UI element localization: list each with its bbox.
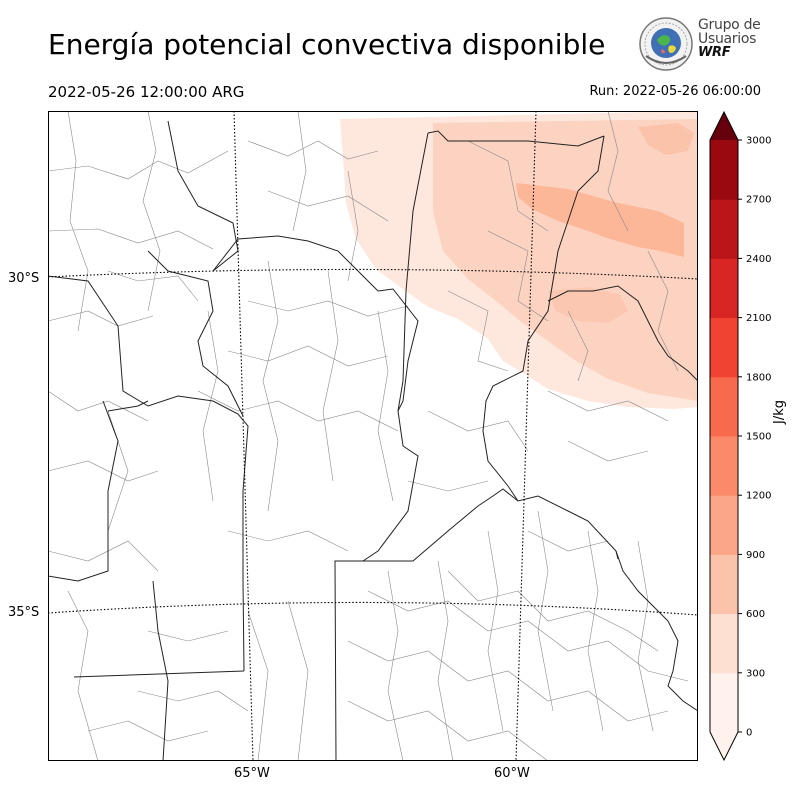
- run-time: Run: 2022-05-26 06:00:00: [589, 84, 761, 99]
- colorbar-segment: [710, 317, 738, 378]
- lat-label-30s: 30°S: [8, 271, 40, 286]
- province-boundaries: [48, 120, 698, 761]
- logo-text: Grupo de Usuarios WRF: [698, 17, 761, 60]
- coastline: [615, 550, 698, 712]
- cape-level-300-600: [433, 119, 698, 401]
- colorbar-segment: [710, 672, 738, 733]
- colorbar-segment: [710, 376, 738, 437]
- colorbar-outline: [709, 110, 739, 762]
- lon-label-65w: 65°W: [234, 766, 270, 781]
- cape-level-600-900: [516, 183, 684, 257]
- colorbar-tick-label: 300: [746, 668, 765, 679]
- colorbar-tick-label: 1500: [746, 432, 771, 443]
- valid-time: 2022-05-26 12:00:00 ARG: [48, 83, 245, 101]
- colorbar-tick-label: 2100: [746, 313, 771, 324]
- cape-shading: [340, 111, 698, 409]
- logo-line-1: Grupo de: [698, 17, 761, 33]
- colorbar-segment: [710, 199, 738, 259]
- colorbar-tick-label: 1800: [746, 372, 771, 383]
- colorbar-segments: [710, 112, 738, 760]
- logo-line-2: Usuarios: [698, 31, 757, 47]
- grupo-usuarios-wrf-logo: Grupo de Usuarios WRF: [638, 16, 763, 72]
- colorbar-tick-label: 0: [746, 728, 752, 739]
- colorbar-segment: [710, 436, 738, 496]
- colorbar-segment: [710, 613, 738, 674]
- colorbar-tick-label: 2400: [746, 254, 771, 265]
- map-frame: [48, 111, 698, 761]
- colorbar-tick-label: 900: [746, 550, 765, 561]
- colorbar-tick-label: 600: [746, 609, 765, 620]
- cape-map: [48, 111, 698, 761]
- map-boundaries: [48, 111, 698, 761]
- colorbar-segment: [710, 495, 738, 555]
- lat-label-35s: 35°S: [8, 605, 40, 620]
- colorbar-segment: [710, 258, 738, 319]
- colorbar: 0 300 600 900 1200 1500 1800 2100 2400 2700 3000: [709, 110, 771, 762]
- cape-level-600-900-b: [638, 123, 694, 155]
- globe-seal-icon: [639, 17, 693, 71]
- colorbar-ticks: 0 300 600 900 1200 1500 1800 2100 2400 2700 3000: [738, 136, 771, 739]
- colorbar-under-triangle: [710, 732, 738, 760]
- department-boundaries: [48, 111, 689, 761]
- colorbar-unit-label: J/kg: [772, 400, 787, 424]
- cape-level-300-600-b: [548, 287, 628, 323]
- colorbar-segment: [710, 140, 738, 200]
- colorbar-tick-label: 2700: [746, 195, 771, 206]
- colorbar-over-triangle: [710, 112, 738, 140]
- graticule: [48, 111, 698, 761]
- colorbar-tick-label: 3000: [746, 136, 771, 147]
- colorbar-tick-label: 1200: [746, 491, 771, 502]
- logo-line-3: WRF: [698, 45, 731, 60]
- colorbar-segment: [710, 554, 738, 615]
- map-title: Energía potencial convectiva disponible: [48, 28, 606, 61]
- lon-label-60w: 60°W: [494, 766, 530, 781]
